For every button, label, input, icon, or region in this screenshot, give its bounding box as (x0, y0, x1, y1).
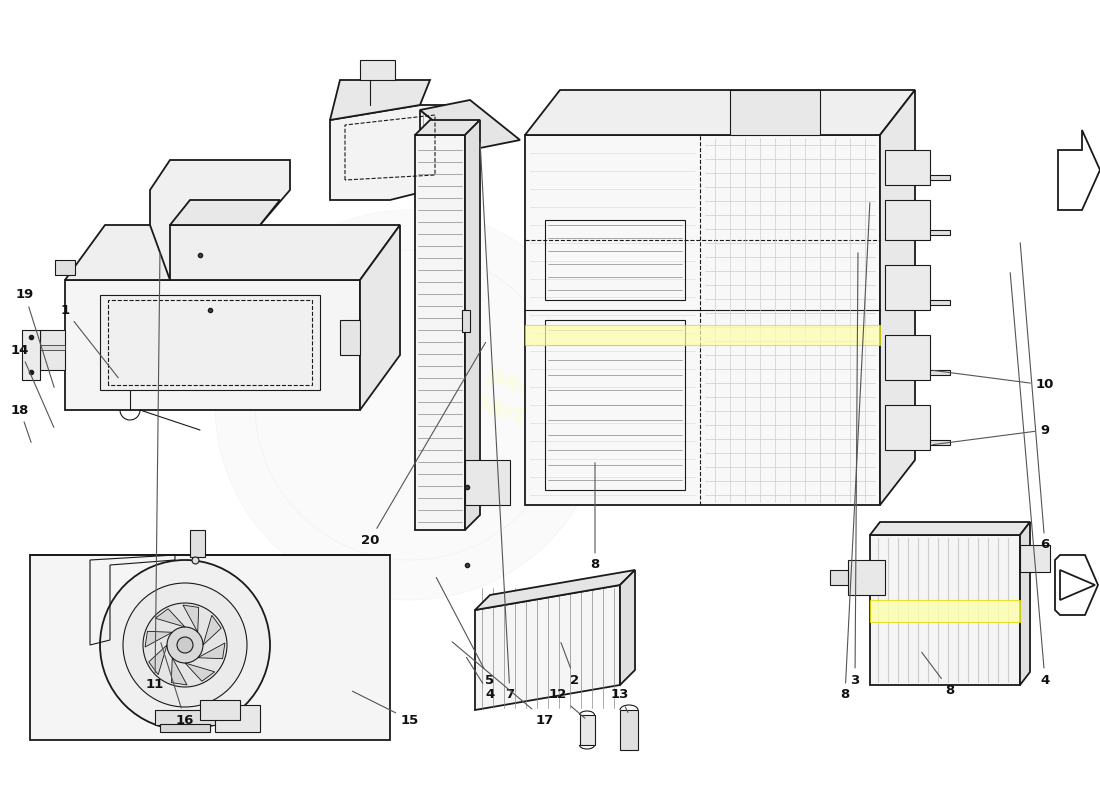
Text: a passion for
parts.com: a passion for parts.com (450, 353, 630, 467)
Polygon shape (170, 200, 280, 225)
Polygon shape (65, 225, 400, 280)
Text: 11: 11 (146, 253, 164, 691)
Polygon shape (40, 330, 65, 370)
Polygon shape (870, 600, 1020, 622)
Polygon shape (1020, 545, 1050, 572)
Polygon shape (420, 100, 520, 150)
Text: 4: 4 (1010, 273, 1049, 686)
Polygon shape (465, 460, 510, 505)
Polygon shape (190, 530, 205, 557)
Text: 15: 15 (352, 691, 419, 726)
Polygon shape (340, 320, 360, 355)
Polygon shape (930, 175, 950, 180)
Circle shape (214, 210, 605, 600)
Text: 2: 2 (561, 642, 580, 686)
Polygon shape (145, 631, 173, 647)
Polygon shape (155, 609, 185, 627)
Polygon shape (620, 570, 635, 685)
Polygon shape (930, 370, 950, 375)
Polygon shape (1020, 522, 1030, 685)
Polygon shape (172, 658, 187, 685)
Polygon shape (22, 330, 40, 380)
Polygon shape (200, 700, 240, 720)
Polygon shape (930, 440, 950, 445)
Polygon shape (198, 643, 224, 658)
Text: 12: 12 (549, 689, 585, 718)
Polygon shape (525, 90, 915, 135)
Polygon shape (160, 724, 210, 732)
Polygon shape (148, 645, 167, 674)
Polygon shape (848, 560, 886, 595)
Polygon shape (886, 335, 929, 380)
Text: 19: 19 (15, 289, 54, 387)
Polygon shape (870, 535, 1020, 685)
Polygon shape (475, 570, 635, 610)
Polygon shape (525, 325, 880, 345)
Polygon shape (420, 110, 470, 510)
Text: 7: 7 (480, 142, 515, 702)
Text: 14: 14 (11, 343, 54, 427)
Text: 8: 8 (591, 462, 600, 571)
Polygon shape (360, 225, 400, 410)
Circle shape (143, 603, 227, 687)
Polygon shape (730, 90, 820, 135)
Polygon shape (886, 265, 929, 310)
Polygon shape (65, 280, 360, 410)
Text: 10: 10 (933, 370, 1054, 391)
Polygon shape (214, 705, 260, 732)
Text: 18: 18 (11, 403, 31, 442)
Polygon shape (886, 200, 929, 240)
Polygon shape (415, 120, 480, 135)
Polygon shape (580, 715, 595, 745)
Polygon shape (465, 120, 480, 530)
Polygon shape (155, 710, 214, 725)
Polygon shape (870, 522, 1030, 535)
Text: 20: 20 (361, 342, 485, 546)
Polygon shape (880, 90, 915, 505)
Polygon shape (525, 135, 880, 505)
Text: 5: 5 (437, 578, 495, 686)
Polygon shape (40, 345, 65, 350)
Polygon shape (150, 160, 290, 280)
Polygon shape (185, 663, 214, 682)
Text: 3: 3 (850, 253, 859, 686)
Polygon shape (886, 405, 929, 450)
Text: 4: 4 (466, 658, 495, 702)
Text: 8: 8 (840, 202, 870, 702)
Circle shape (100, 560, 270, 730)
Polygon shape (360, 60, 395, 80)
Circle shape (123, 583, 248, 707)
Polygon shape (183, 605, 199, 632)
Text: 17: 17 (452, 642, 554, 726)
Polygon shape (330, 105, 450, 200)
Polygon shape (100, 295, 320, 390)
Text: 16: 16 (161, 642, 195, 726)
Circle shape (177, 637, 192, 653)
Polygon shape (930, 300, 950, 305)
Polygon shape (30, 555, 390, 740)
Polygon shape (620, 710, 638, 750)
Text: 1: 1 (60, 303, 119, 378)
Text: 6: 6 (1020, 242, 1049, 551)
Polygon shape (475, 585, 620, 710)
Text: 9: 9 (933, 423, 1049, 445)
Circle shape (167, 627, 204, 663)
Polygon shape (204, 615, 221, 645)
Text: 13: 13 (610, 689, 629, 713)
Polygon shape (55, 260, 75, 275)
Polygon shape (462, 310, 470, 332)
Polygon shape (886, 150, 929, 185)
Polygon shape (330, 80, 430, 120)
Polygon shape (415, 135, 465, 530)
Text: 8: 8 (922, 652, 955, 697)
Polygon shape (830, 570, 848, 585)
Polygon shape (930, 230, 950, 235)
